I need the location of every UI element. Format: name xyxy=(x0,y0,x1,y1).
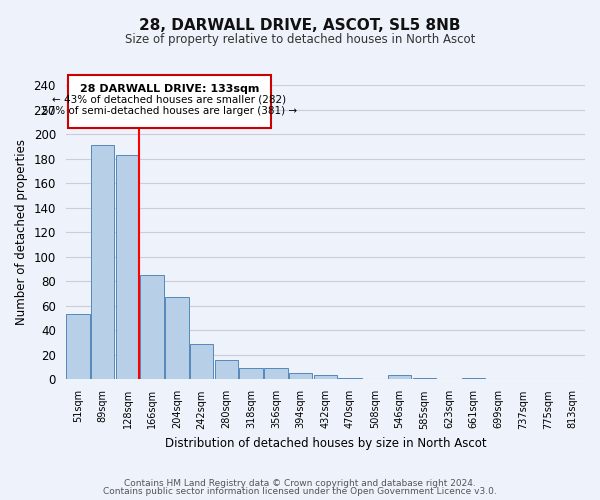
Bar xyxy=(140,275,164,380)
Bar xyxy=(264,368,287,380)
Bar xyxy=(413,378,436,380)
Bar xyxy=(190,344,214,380)
Bar xyxy=(91,145,115,380)
Bar xyxy=(66,314,90,380)
Text: Contains HM Land Registry data © Crown copyright and database right 2024.: Contains HM Land Registry data © Crown c… xyxy=(124,478,476,488)
Bar xyxy=(165,297,188,380)
Text: Size of property relative to detached houses in North Ascot: Size of property relative to detached ho… xyxy=(125,32,475,46)
Bar xyxy=(239,368,263,380)
Text: Contains public sector information licensed under the Open Government Licence v3: Contains public sector information licen… xyxy=(103,487,497,496)
Bar xyxy=(314,374,337,380)
Bar xyxy=(462,378,485,380)
Bar xyxy=(388,374,411,380)
FancyBboxPatch shape xyxy=(68,75,271,128)
Bar xyxy=(338,378,362,380)
Bar xyxy=(215,360,238,380)
Text: 28, DARWALL DRIVE, ASCOT, SL5 8NB: 28, DARWALL DRIVE, ASCOT, SL5 8NB xyxy=(139,18,461,32)
Text: 28 DARWALL DRIVE: 133sqm: 28 DARWALL DRIVE: 133sqm xyxy=(80,84,259,94)
Bar xyxy=(116,155,139,380)
X-axis label: Distribution of detached houses by size in North Ascot: Distribution of detached houses by size … xyxy=(164,437,486,450)
Bar xyxy=(289,374,313,380)
Text: 57% of semi-detached houses are larger (381) →: 57% of semi-detached houses are larger (… xyxy=(42,106,297,116)
Y-axis label: Number of detached properties: Number of detached properties xyxy=(15,139,28,325)
Text: ← 43% of detached houses are smaller (282): ← 43% of detached houses are smaller (28… xyxy=(52,95,287,105)
